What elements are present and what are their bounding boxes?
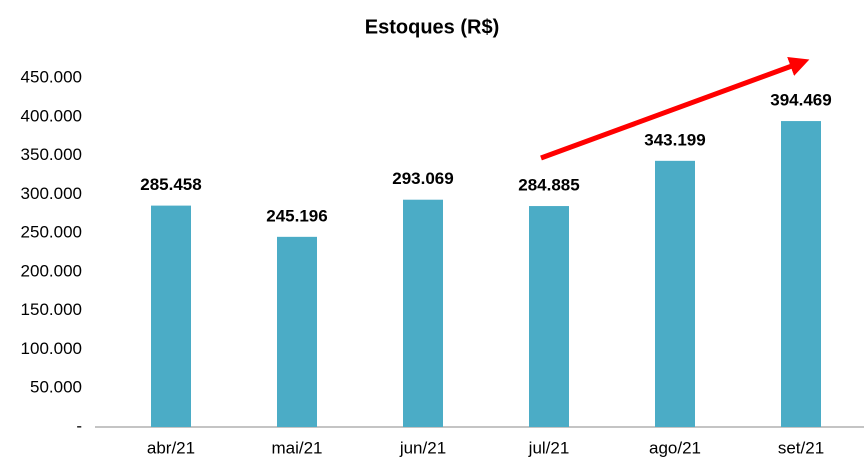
y-tick-label: 450.000 — [21, 67, 82, 86]
y-tick-label: 350.000 — [21, 145, 82, 164]
bar — [655, 160, 695, 427]
y-tick-label: 150.000 — [21, 300, 82, 319]
bar — [529, 206, 569, 427]
value-label: 343.199 — [644, 130, 705, 149]
x-tick-label: set/21 — [778, 438, 824, 457]
x-tick-label: mai/21 — [271, 438, 322, 457]
y-tick-label: - — [76, 416, 82, 435]
value-label: 245.196 — [266, 206, 327, 225]
y-tick-label: 250.000 — [21, 223, 82, 242]
value-label: 293.069 — [392, 169, 453, 188]
x-tick-label: jun/21 — [399, 438, 446, 457]
y-tick-label: 300.000 — [21, 184, 82, 203]
bar — [403, 199, 443, 427]
bar — [151, 205, 191, 427]
x-tick-label: jul/21 — [528, 438, 570, 457]
y-tick-label: 400.000 — [21, 106, 82, 125]
y-tick-label: 200.000 — [21, 261, 82, 280]
x-tick-label: abr/21 — [147, 438, 195, 457]
value-label: 394.469 — [770, 91, 831, 110]
bar — [781, 121, 821, 427]
value-label: 285.458 — [140, 175, 201, 194]
value-label: 284.885 — [518, 176, 579, 195]
chart-title: Estoques (R$) — [365, 16, 499, 38]
bar — [277, 236, 317, 427]
y-tick-label: 50.000 — [30, 378, 82, 397]
trend-arrow — [540, 57, 810, 161]
x-tick-label: ago/21 — [649, 438, 701, 457]
y-tick-label: 100.000 — [21, 339, 82, 358]
